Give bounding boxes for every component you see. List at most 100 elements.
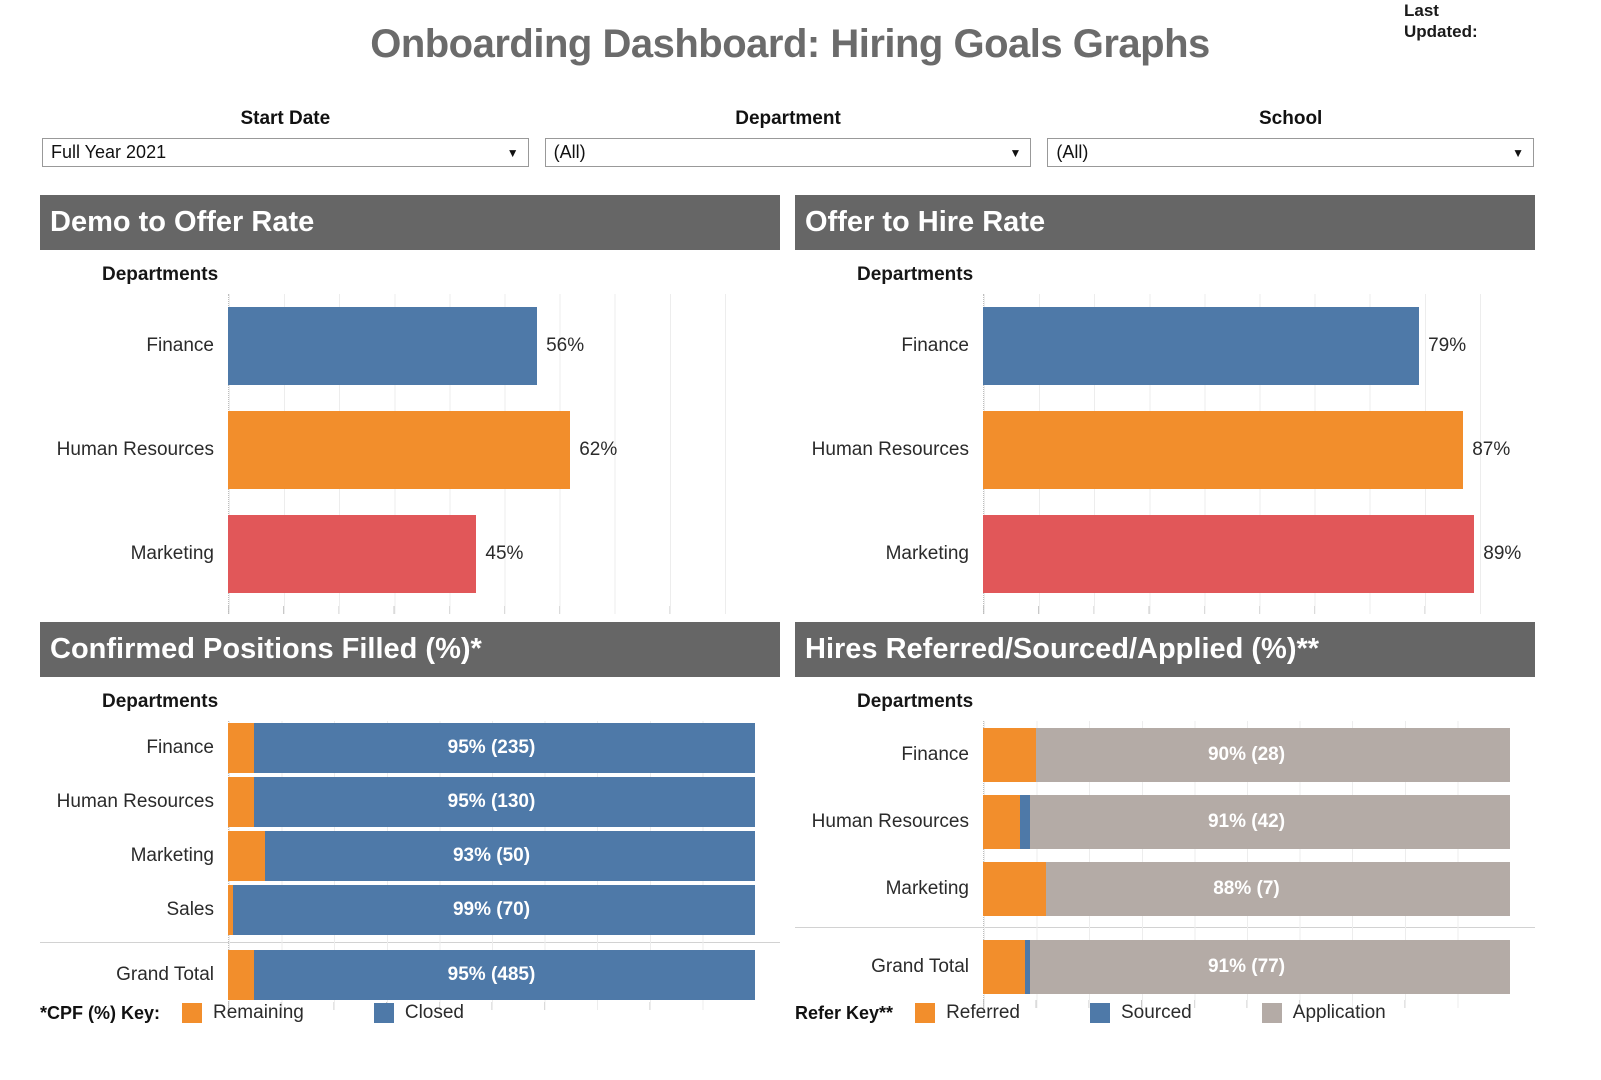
axis-label-departments: Departments xyxy=(857,264,974,285)
category-label: Grand Total xyxy=(871,955,969,977)
sourced-swatch-icon xyxy=(1089,1003,1110,1023)
bar-row: Marketing 45% xyxy=(40,502,780,606)
category-label: Human Resources xyxy=(811,439,969,460)
department-dropdown[interactable]: (All) ▼ xyxy=(544,138,1032,167)
filter-school-label: School xyxy=(1259,108,1323,129)
closed-swatch-icon xyxy=(373,1003,394,1023)
stacked-bar-row: Marketing 88% (7) xyxy=(795,855,1535,922)
bar-track: 79% xyxy=(983,294,1535,398)
bar-track: 89% xyxy=(983,502,1535,606)
stacked-bar-row: Grand Total 91% (77) xyxy=(795,933,1535,1000)
filter-bar: Start Date Full Year 2021 ▼ Department (… xyxy=(42,108,1535,167)
school-dropdown[interactable]: (All) ▼ xyxy=(1047,138,1535,167)
segment-application[interactable] xyxy=(1030,939,1510,994)
legend-item-label: Application xyxy=(1292,1002,1386,1023)
legend-item-referred[interactable]: Referred xyxy=(915,1002,1020,1024)
stacked-bar-marketing[interactable]: 88% (7) xyxy=(983,861,1510,916)
refer-key-legend: Refer Key** Referred Sourced Application xyxy=(795,1002,1456,1024)
segment-remaining[interactable] xyxy=(228,950,255,1000)
chevron-down-icon[interactable]: ▼ xyxy=(1512,146,1525,160)
bar-row: Human Resources 62% xyxy=(40,398,780,502)
bar-track: 91% (77) xyxy=(983,933,1510,1000)
stacked-bar-row: Marketing 93% (50) xyxy=(40,829,780,883)
bar-label: 93% (50) xyxy=(452,845,531,866)
segment-referred[interactable] xyxy=(983,861,1047,916)
segment-application[interactable] xyxy=(1030,794,1510,849)
bar-row: Finance 79% xyxy=(795,294,1535,398)
bar-label: 91% (42) xyxy=(1207,810,1286,832)
segment-sourced[interactable] xyxy=(1025,939,1031,994)
bar-track: 88% (7) xyxy=(983,855,1510,922)
filter-start-date-label: Start Date xyxy=(240,108,331,129)
category-label: Finance xyxy=(901,335,969,356)
start-date-dropdown[interactable]: Full Year 2021 ▼ xyxy=(42,138,529,167)
bar-marketing[interactable] xyxy=(228,515,477,593)
legend-item-sourced[interactable]: Sourced xyxy=(1089,1002,1192,1024)
legend-item-application[interactable]: Application xyxy=(1261,1002,1386,1024)
legend-item-closed[interactable]: Closed xyxy=(373,1002,464,1024)
bar-finance[interactable] xyxy=(983,307,1420,385)
bar-finance[interactable] xyxy=(228,307,538,385)
bar-label: 88% (7) xyxy=(1213,877,1280,899)
segment-closed[interactable] xyxy=(264,831,755,881)
plot-area: Finance 79% Human Resources 87% Marketin… xyxy=(795,294,1535,614)
bar-track: 87% xyxy=(983,398,1535,502)
segment-sourced[interactable] xyxy=(1019,794,1031,849)
remaining-swatch-icon xyxy=(182,1003,203,1023)
chart-confirmed-positions-filled: Confirmed Positions Filled (%)* Departme… xyxy=(40,622,780,1010)
segment-referred[interactable] xyxy=(983,794,1020,849)
chart-offer-to-hire-rate: Offer to Hire Rate Departments Finance 7… xyxy=(795,195,1535,614)
category-label: Finance xyxy=(901,743,969,765)
segment-remaining[interactable] xyxy=(228,885,234,935)
chart-demo-to-offer-rate: Demo to Offer Rate Departments Finance 5… xyxy=(40,195,780,614)
filter-department: Department (All) ▼ xyxy=(544,108,1032,167)
legend-key-label: *CPF (%) Key: xyxy=(40,1002,161,1023)
chart-title: Demo to Offer Rate xyxy=(40,195,780,250)
value-label: 56% xyxy=(546,335,585,356)
segment-closed[interactable] xyxy=(254,723,755,773)
bar-track: 95% (485) xyxy=(228,948,755,1002)
stacked-bar-marketing[interactable]: 93% (50) xyxy=(228,831,755,881)
page-title: Onboarding Dashboard: Hiring Goals Graph… xyxy=(370,22,1210,66)
segment-closed[interactable] xyxy=(254,777,755,827)
segment-referred[interactable] xyxy=(983,727,1036,782)
category-label: Human Resources xyxy=(56,439,214,460)
segment-remaining[interactable] xyxy=(228,831,265,881)
stacked-bar-row: Grand Total 95% (485) xyxy=(40,948,780,1002)
bar-track: 93% (50) xyxy=(228,829,755,883)
stacked-bar-grand-total[interactable]: 91% (77) xyxy=(983,939,1510,994)
segment-closed[interactable] xyxy=(233,885,755,935)
stacked-bar-finance[interactable]: 95% (235) xyxy=(228,723,755,773)
chevron-down-icon[interactable]: ▼ xyxy=(506,146,519,160)
legend-item-remaining[interactable]: Remaining xyxy=(182,1002,304,1024)
bar-label: 91% (77) xyxy=(1207,955,1286,977)
filter-department-label: Department xyxy=(735,108,841,129)
segment-remaining[interactable] xyxy=(228,777,255,827)
segment-application[interactable] xyxy=(1046,861,1510,916)
category-label: Human Resources xyxy=(811,810,969,832)
stacked-bar-sales[interactable]: 99% (70) xyxy=(228,885,755,935)
chart-title: Hires Referred/Sourced/Applied (%)** xyxy=(795,622,1535,677)
stacked-bar-human-resources[interactable]: 95% (130) xyxy=(228,777,755,827)
category-label: Finance xyxy=(146,335,214,356)
stacked-bar-finance[interactable]: 90% (28) xyxy=(983,727,1510,782)
value-label: 87% xyxy=(1472,439,1511,460)
bar-human-resources[interactable] xyxy=(228,411,571,489)
segment-application[interactable] xyxy=(1035,727,1510,782)
category-label: Marketing xyxy=(885,877,969,899)
application-swatch-icon xyxy=(1261,1003,1282,1023)
segment-closed[interactable] xyxy=(254,950,755,1000)
chevron-down-icon[interactable]: ▼ xyxy=(1009,146,1022,160)
start-date-value: Full Year 2021 xyxy=(51,142,167,162)
bar-label: 90% (28) xyxy=(1207,743,1286,765)
bar-marketing[interactable] xyxy=(983,515,1475,593)
segment-referred[interactable] xyxy=(983,939,1026,994)
stacked-bar-human-resources[interactable]: 91% (42) xyxy=(983,794,1510,849)
bar-track: 95% (235) xyxy=(228,721,755,775)
bar-human-resources[interactable] xyxy=(983,411,1464,489)
axis-label-departments: Departments xyxy=(102,691,219,712)
stacked-bar-grand-total[interactable]: 95% (485) xyxy=(228,950,755,1000)
segment-remaining[interactable] xyxy=(228,723,255,773)
bar-track: 45% xyxy=(228,502,780,606)
